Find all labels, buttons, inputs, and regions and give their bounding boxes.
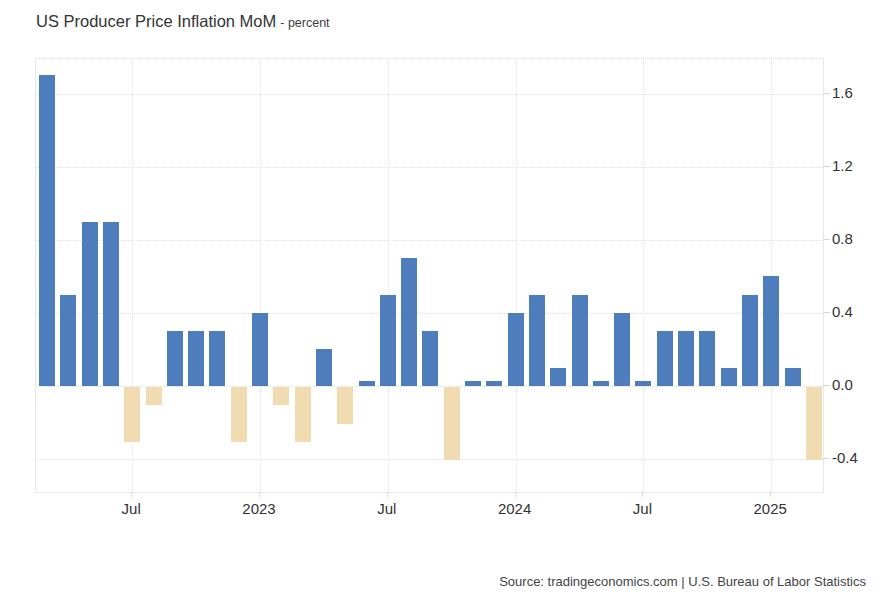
bar-feb-2024[interactable] [529, 295, 545, 386]
y-tick-mark [823, 312, 830, 313]
x-tick-label-jul: Jul [633, 500, 652, 517]
x-tick-mark [131, 492, 132, 498]
bar-jan-2025[interactable] [763, 276, 779, 386]
bar-sep-2023[interactable] [422, 331, 438, 386]
bar-jul-2024[interactable] [635, 381, 651, 386]
bar-may-2023[interactable] [337, 387, 353, 424]
bar-apr-2023[interactable] [316, 349, 332, 386]
bar-apr-2022[interactable] [60, 295, 76, 386]
h-gridline-1.2 [36, 167, 823, 168]
bar-mar-2024[interactable] [550, 368, 566, 386]
bar-feb-2023[interactable] [273, 387, 289, 405]
v-gridline-2023 [260, 59, 261, 492]
bar-nov-2023[interactable] [465, 381, 481, 386]
bar-nov-2024[interactable] [721, 368, 737, 386]
bar-mar-2022[interactable] [39, 75, 55, 386]
bar-dec-2023[interactable] [486, 381, 502, 386]
y-tick-mark [823, 239, 830, 240]
bar-jun-2022[interactable] [103, 222, 119, 386]
bar-may-2024[interactable] [593, 381, 609, 386]
bar-nov-2022[interactable] [209, 331, 225, 386]
x-tick-label-2023: 2023 [242, 500, 275, 517]
y-tick-label-1.6: 1.6 [832, 84, 853, 102]
h-gridline--0.4 [36, 459, 823, 460]
plot-area [35, 58, 824, 493]
y-tick-label-0.4: 0.4 [832, 303, 853, 321]
y-tick-label-1.2: 1.2 [832, 157, 853, 175]
bar-dec-2024[interactable] [742, 295, 758, 386]
x-tick-mark [259, 492, 260, 498]
y-tick-mark [823, 166, 830, 167]
x-tick-label-2024: 2024 [498, 500, 531, 517]
bar-aug-2023[interactable] [401, 258, 417, 386]
bar-jul-2022[interactable] [124, 387, 140, 442]
x-tick-mark [770, 492, 771, 498]
bar-apr-2024[interactable] [572, 295, 588, 386]
bar-aug-2024[interactable] [657, 331, 673, 386]
v-gridline-2024 [516, 59, 517, 492]
x-tick-label-jul: Jul [377, 500, 396, 517]
ppi-chart-page: US Producer Price Inflation MoM - percent… [0, 0, 882, 603]
bar-jun-2023[interactable] [359, 381, 375, 386]
h-gridline-0.4 [36, 313, 823, 314]
bar-sep-2022[interactable] [167, 331, 183, 386]
v-gridline-jul [388, 59, 389, 492]
bar-oct-2022[interactable] [188, 331, 204, 386]
x-tick-mark [642, 492, 643, 498]
bar-jul-2023[interactable] [380, 295, 396, 386]
chart-title: US Producer Price Inflation MoM - percent [36, 12, 330, 31]
bar-jan-2024[interactable] [508, 313, 524, 386]
x-tick-label-jul: Jul [122, 500, 141, 517]
x-tick-mark [387, 492, 388, 498]
x-tick-label-2025: 2025 [754, 500, 787, 517]
bar-mar-2025[interactable] [806, 387, 822, 460]
bar-oct-2023[interactable] [444, 387, 460, 460]
bar-mar-2023[interactable] [295, 387, 311, 442]
source-attribution: Source: tradingeconomics.com | U.S. Bure… [499, 574, 866, 589]
chart-title-text: US Producer Price Inflation MoM [36, 12, 276, 30]
h-gridline-1.6 [36, 94, 823, 95]
bar-jun-2024[interactable] [614, 313, 630, 386]
v-gridline-jul [643, 59, 644, 492]
y-tick-label--0.4: -0.4 [832, 449, 858, 467]
bar-aug-2022[interactable] [146, 387, 162, 405]
bar-feb-2025[interactable] [785, 368, 801, 386]
y-tick-mark [823, 93, 830, 94]
x-tick-mark [515, 492, 516, 498]
bar-sep-2024[interactable] [678, 331, 694, 386]
y-tick-mark [823, 385, 830, 386]
h-gridline-0.8 [36, 240, 823, 241]
y-tick-label-0.0: 0.0 [832, 376, 853, 394]
bar-oct-2024[interactable] [699, 331, 715, 386]
y-tick-label-0.8: 0.8 [832, 230, 853, 248]
bar-dec-2022[interactable] [231, 387, 247, 442]
chart-subtitle: - percent [280, 16, 329, 30]
bar-jan-2023[interactable] [252, 313, 268, 386]
bar-may-2022[interactable] [82, 222, 98, 386]
y-tick-mark [823, 458, 830, 459]
